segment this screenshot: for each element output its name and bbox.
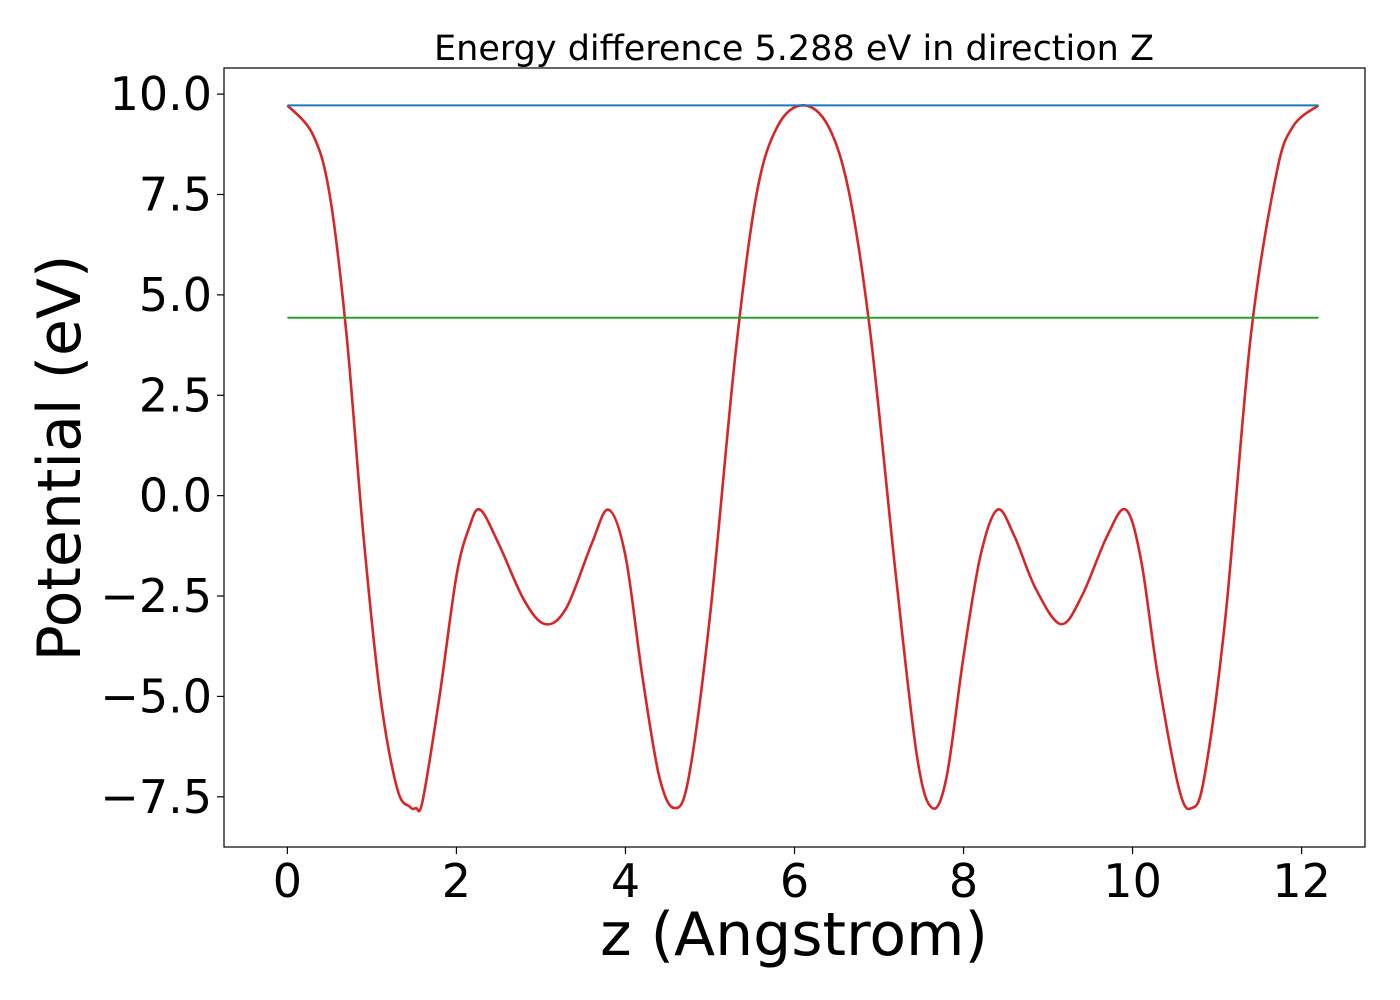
series-layer [286,104,1320,813]
series-line-0 [286,104,1320,813]
plot-frame [223,67,1366,848]
y-tick-label: −7.5 [100,770,212,824]
y-axis-ticks: 10.0 7.5 5.0 2.5 0.0 −2.5 −5.0 −7.5 [100,67,224,824]
x-axis-ticks: 0 2 4 6 8 10 12 [273,847,1331,908]
x-tick-label: 2 [442,854,471,908]
x-tick-label: 6 [780,854,809,908]
x-tick-label: 10 [1103,854,1162,908]
y-tick-label: 7.5 [139,167,212,221]
y-tick-label: −2.5 [100,569,212,623]
y-tick-label: −5.0 [100,669,212,723]
plot-area [286,104,1320,813]
x-tick-label: 12 [1272,854,1331,908]
y-tick-label: 0.0 [139,469,212,523]
y-tick-label: 5.0 [139,268,212,322]
y-axis-label: Potential (eV) [25,255,95,662]
y-tick-label: 2.5 [139,368,212,422]
x-tick-label: 8 [949,854,978,908]
x-tick-label: 4 [611,854,640,908]
x-tick-label: 0 [273,854,302,908]
y-tick-label: 10.0 [110,67,212,121]
x-axis-label: z (Angstrom) [600,900,988,970]
chart-title: Energy difference 5.288 eV in direction … [434,29,1154,69]
